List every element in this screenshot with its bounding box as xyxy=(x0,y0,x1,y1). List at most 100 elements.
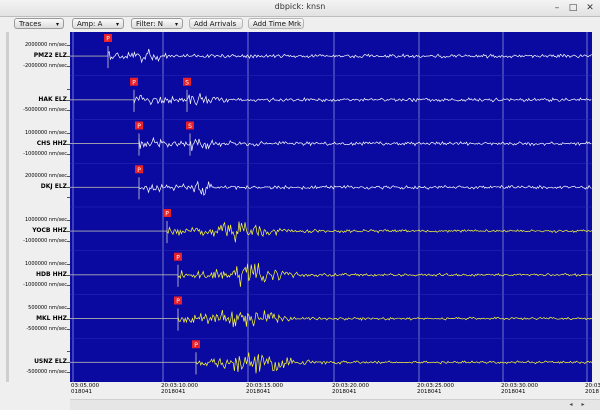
time-tick-date: 2018041 xyxy=(246,389,271,395)
trace-waveform xyxy=(195,352,592,374)
y-tick xyxy=(67,351,70,353)
trace-waveform xyxy=(166,221,592,243)
s-arrival-marker xyxy=(186,121,194,130)
amp-menu-button[interactable]: Amp: A ▾ xyxy=(72,18,124,29)
time-tick-label: 20:03:25.000 2018041 xyxy=(417,383,454,395)
y-tick xyxy=(67,362,70,364)
left-scrollbar[interactable] xyxy=(6,32,9,382)
time-tick-time: 20:03:15.000 xyxy=(246,383,283,389)
horizontal-scrollbar[interactable]: ◂ ▸ xyxy=(70,399,600,410)
time-tick-label: 20:03:10.000 2018041 xyxy=(161,383,198,395)
toolbar: Traces ▾ Amp: A ▾ Filter: N ▾ Add Arriva… xyxy=(0,17,600,31)
chevron-down-icon: ▾ xyxy=(115,21,119,28)
y-tick xyxy=(67,274,70,276)
s-arrival-label: S xyxy=(188,123,192,130)
time-tick-time: 20:03:30.000 xyxy=(501,383,538,389)
trace-name-label: USNZ ELZ xyxy=(34,358,67,366)
time-tick-label: 03:05.000 018041 xyxy=(71,383,99,395)
trace-name-label: YOCB HHZ xyxy=(32,227,67,235)
s-arrival-marker xyxy=(183,77,191,86)
time-tick-time: 20:03 xyxy=(585,383,600,389)
p-arrival-label: P xyxy=(165,211,169,218)
p-arrival-label: P xyxy=(137,123,141,130)
trace-name-label: DKJ ELZ xyxy=(40,183,67,191)
add-time-mark-button[interactable]: Add Time Mrk xyxy=(248,18,304,29)
y-tick xyxy=(67,153,70,155)
trace-waveform xyxy=(138,136,592,151)
s-arrival-label: S xyxy=(185,79,189,86)
p-arrival-marker xyxy=(163,209,171,217)
p-arrival-marker xyxy=(135,121,143,130)
y-tick xyxy=(67,328,70,330)
amp-top-label: 1000000 nm/sec xyxy=(24,129,67,136)
amp-top-label: 1000000 nm/sec xyxy=(24,260,67,267)
close-icon[interactable]: ✕ xyxy=(586,3,594,13)
y-tick xyxy=(67,197,70,199)
time-tick-label: 20:03:30.000 2018041 xyxy=(501,383,538,395)
y-tick xyxy=(67,284,70,286)
title-bar: dbpick: knsn – □ ✕ xyxy=(0,0,600,17)
y-tick xyxy=(67,307,70,309)
y-tick xyxy=(67,176,70,178)
y-tick xyxy=(67,318,70,320)
add-arrivals-button[interactable]: Add Arrivals xyxy=(189,18,243,29)
trace-waveform xyxy=(107,48,592,64)
time-tick-date: 2018041 xyxy=(161,389,186,395)
time-tick-time: 20:03:10.000 xyxy=(161,383,198,389)
amp-bottom-label: -2000000 nm/sec xyxy=(23,63,67,70)
trace-waveform xyxy=(177,310,592,328)
y-tick xyxy=(67,56,70,58)
y-tick xyxy=(67,45,70,46)
maximize-icon[interactable]: □ xyxy=(568,3,578,13)
y-tick xyxy=(67,99,70,101)
p-arrival-label: P xyxy=(106,36,110,43)
y-tick xyxy=(67,132,70,134)
amp-bottom-label: -1000000 nm/sec xyxy=(23,238,67,245)
filter-menu-button[interactable]: Filter: N ▾ xyxy=(131,18,183,29)
time-tick-time: 20:03:25.000 xyxy=(417,383,454,389)
trace-name-label: MKL HHZ xyxy=(36,314,67,322)
y-tick xyxy=(67,88,70,90)
amp-top-label: 1000000 nm/sec xyxy=(24,217,67,223)
chevron-down-icon: ▾ xyxy=(174,21,178,28)
trace-name-label: HAK ELZ xyxy=(38,95,67,103)
seismogram-plot[interactable]: P P S P S P P P P P xyxy=(70,32,592,382)
p-arrival-marker xyxy=(135,165,143,174)
p-arrival-label: P xyxy=(176,254,180,261)
chevron-down-icon: ▾ xyxy=(55,21,59,28)
amp-bottom-label: -500000 nm/sec xyxy=(26,325,67,332)
scroll-left-icon[interactable]: ◂ xyxy=(569,401,573,408)
amp-top-label: 2000000 nm/sec xyxy=(24,42,67,48)
y-tick xyxy=(67,66,70,68)
y-tick xyxy=(67,109,70,111)
scroll-right-icon[interactable]: ▸ xyxy=(581,401,585,408)
amp-bottom-label: -5000000 nm/sec xyxy=(23,106,67,113)
seismogram-canvas[interactable]: P P S P S P P P P P xyxy=(70,32,592,382)
y-tick xyxy=(67,241,70,243)
time-tick-date: 2018041 xyxy=(501,389,526,395)
traces-menu-button[interactable]: Traces ▾ xyxy=(14,18,64,29)
p-arrival-label: P xyxy=(132,79,136,86)
y-tick xyxy=(67,263,70,265)
amp-bottom-label: -1000000 nm/sec xyxy=(23,281,67,288)
p-arrival-marker xyxy=(192,340,200,349)
p-arrival-marker xyxy=(174,252,182,261)
trace-name-label: HDB HHZ xyxy=(35,270,67,278)
y-tick xyxy=(67,231,70,233)
time-tick-date: 018041 xyxy=(71,389,92,395)
time-axis: 03:05.000 018041 20:03:10.000 2018041 20:03:… xyxy=(70,382,600,399)
y-tick xyxy=(67,372,70,374)
minimize-icon[interactable]: – xyxy=(554,3,560,13)
trace-name-label: CHS HHZ xyxy=(36,139,67,147)
p-arrival-label: P xyxy=(194,342,198,349)
amp-bottom-label: -1000000 nm/sec xyxy=(23,150,67,157)
p-arrival-marker xyxy=(104,34,112,42)
time-tick-date: 2018041 xyxy=(332,389,357,395)
time-tick-date: 2018041 xyxy=(417,389,442,395)
time-tick-label: 20:03:20.000 2018041 xyxy=(332,383,369,395)
trace-labels-column: 2000000 nm/sec PMZ2 ELZ -2000000 nm/sec HAK… xyxy=(0,32,70,382)
filter-label: Filter: N xyxy=(136,20,164,28)
trace-waveform xyxy=(138,180,592,196)
window-title: dbpick: knsn xyxy=(274,2,326,11)
p-arrival-marker xyxy=(174,296,182,305)
